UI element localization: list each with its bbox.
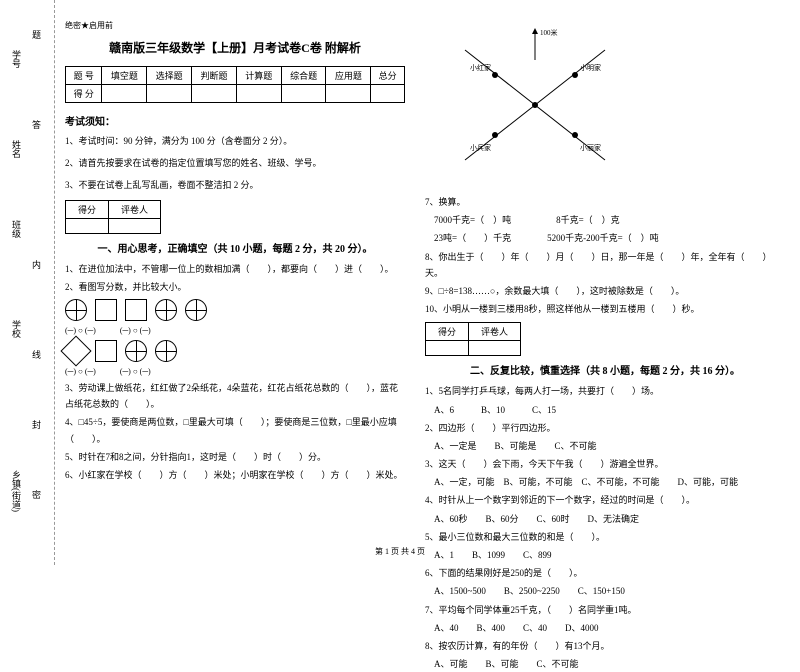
notice-head: 考试须知： [65, 113, 405, 128]
cell [281, 85, 326, 103]
cell [102, 85, 147, 103]
cell: 评卷人 [109, 200, 161, 218]
comparison-row: (─) ○ (─) (─) ○ (─) [65, 366, 405, 377]
cell: 总分 [371, 67, 405, 85]
location-diagram: 100米 小红家 小明家 小兵家 小丽家 [425, 20, 645, 180]
question: 8、你出生于（ ）年（ ）月（ ）日，那一年是（ ）年，全年有（ ）天。 [425, 249, 785, 281]
margin-label-town: 乡镇(街道) [10, 470, 23, 512]
circle-icon [155, 340, 177, 362]
cell [109, 218, 161, 233]
notice-item: 1、考试时间：90 分钟，满分为 100 分（含卷面分 2 分）。 [65, 133, 405, 149]
shapes-row-2 [65, 340, 405, 362]
circle-icon [185, 299, 207, 321]
margin-label-name: 姓名 [10, 140, 23, 158]
cell: 综合题 [281, 67, 326, 85]
margin-marker: 答 [30, 120, 43, 129]
cell: 计算题 [236, 67, 281, 85]
question: 3、这天（ ）会下雨，今天下午我（ ）游遍全世界。 [425, 456, 785, 472]
diagram-label: 小丽家 [580, 143, 601, 152]
options: A、6 B、10 C、15 [425, 402, 785, 418]
question: 6、小红家在学校（ ）方（ ）米处；小明家在学校（ ）方（ ）米处。 [65, 467, 405, 483]
options: A、可能 B、可能 C、不可能 [425, 656, 785, 672]
exam-title: 赣南版三年级数学【上册】月考试卷C卷 附解析 [65, 39, 405, 56]
square-icon [95, 299, 117, 321]
cell [426, 341, 469, 356]
question: 7、换算。 [425, 194, 785, 210]
right-column: 100米 小红家 小明家 小兵家 小丽家 7、换算。 7000千克=（ ）吨 8… [415, 0, 795, 565]
question: 1、5名同学打乒乓球，每两人打一场，共要打（ ）场。 [425, 383, 785, 399]
question: 6、下面的结果刚好是250的是（ ）。 [425, 565, 785, 581]
circle-icon [125, 340, 147, 362]
margin-label-class: 班级 [10, 220, 23, 238]
square-icon [95, 340, 117, 362]
margin-marker: 密 [30, 490, 43, 499]
circle-icon [155, 299, 177, 321]
diagram-label: 小红家 [470, 63, 491, 72]
left-column: 绝密★启用前 赣南版三年级数学【上册】月考试卷C卷 附解析 题 号 填空题 选择… [55, 0, 415, 565]
cell [326, 85, 371, 103]
cell: 得分 [426, 323, 469, 341]
diagram-label: 小明家 [580, 63, 601, 72]
question: 9、□÷8=138……○，余数最大填（ ），这时被除数是（ ）。 [425, 283, 785, 299]
score-summary-table: 题 号 填空题 选择题 判断题 计算题 综合题 应用题 总分 得 分 [65, 66, 405, 103]
question: 4、□45÷5，要使商是两位数，□里最大可填（ ）；要使商是三位数，□里最小应填… [65, 414, 405, 446]
margin-marker: 线 [30, 350, 43, 359]
section1-title: 一、用心思考，正确填空（共 10 小题，每题 2 分，共 20 分）。 [65, 240, 405, 255]
comparison-row: (─) ○ (─) (─) ○ (─) [65, 325, 405, 336]
question: 2、四边形（ ）平行四边形。 [425, 420, 785, 436]
circle-icon [65, 299, 87, 321]
question: 10、小明从一楼到三楼用8秒，照这样他从一楼到五楼用（ ）秒。 [425, 301, 785, 317]
diagram-label: 小兵家 [470, 143, 491, 152]
confidential-label: 绝密★启用前 [65, 20, 405, 31]
margin-marker: 封 [30, 420, 43, 429]
cell: 题 号 [66, 67, 102, 85]
options: A、1500~500 B、2500~2250 C、150+150 [425, 583, 785, 599]
cell: 判断题 [192, 67, 237, 85]
binding-margin: 题 学号 答 姓名 班级 内 学校 线 封 乡镇(街道) 密 [0, 0, 55, 565]
margin-label-id: 学号 [10, 50, 23, 68]
question: 8、按农历计算，有的年份（ ）有13个月。 [425, 638, 785, 654]
question-sub: 7000千克=（ ）吨 8千克=（ ）克 [425, 212, 785, 228]
cell [192, 85, 237, 103]
cell [469, 341, 521, 356]
question: 4、时针从上一个数字到邻近的下一个数字，经过的时间是（ ）。 [425, 492, 785, 508]
notice-item: 3、不要在试卷上乱写乱画，卷面不整洁扣 2 分。 [65, 177, 405, 193]
cell [147, 85, 192, 103]
cell [371, 85, 405, 103]
options: A、一定是 B、可能是 C、不可能 [425, 438, 785, 454]
question-sub: 23吨=（ ）千克 5200千克-200千克=（ ）吨 [425, 230, 785, 246]
square-icon [125, 299, 147, 321]
question: 5、时针在7和8之间，分针指向1，这时是（ ）时（ ）分。 [65, 449, 405, 465]
notice-item: 2、请首先按要求在试卷的指定位置填写您的姓名、班级、学号。 [65, 155, 405, 171]
options: A、60秒 B、60分 C、60时 D、无法确定 [425, 511, 785, 527]
table-row: 题 号 填空题 选择题 判断题 计算题 综合题 应用题 总分 [66, 67, 405, 85]
cell: 填空题 [102, 67, 147, 85]
cell [236, 85, 281, 103]
options: A、40 B、400 C、40 D、4000 [425, 620, 785, 636]
question: 7、平均每个同学体重25千克，（ ）名同学重1吨。 [425, 602, 785, 618]
margin-marker: 题 [30, 30, 43, 39]
question: 2、看图写分数，并比较大小。 [65, 279, 405, 295]
cell: 评卷人 [469, 323, 521, 341]
margin-marker: 内 [30, 260, 43, 269]
cell: 得分 [66, 200, 109, 218]
cell [66, 218, 109, 233]
page-footer: 第 1 页 共 4 页 [0, 546, 800, 557]
section2-title: 二、反复比较，慎重选择（共 8 小题，每题 2 分，共 16 分）。 [425, 362, 785, 377]
shapes-row-1 [65, 299, 405, 321]
section-scorebox: 得分评卷人 [425, 322, 521, 356]
cell: 应用题 [326, 67, 371, 85]
diamond-icon [60, 335, 91, 366]
question: 1、在进位加法中，不管哪一位上的数相加满（ ），都要向（ ）进（ ）。 [65, 261, 405, 277]
question: 3、劳动课上做纸花，红红做了2朵纸花，4朵蓝花，红花占纸花总数的（ ），蓝花占纸… [65, 380, 405, 412]
cell: 得 分 [66, 85, 102, 103]
question: 5、最小三位数和最大三位数的和是（ ）。 [425, 529, 785, 545]
exam-page: 题 学号 答 姓名 班级 内 学校 线 封 乡镇(街道) 密 绝密★启用前 赣南… [0, 0, 800, 565]
section-scorebox: 得分评卷人 [65, 200, 161, 234]
options: A、一定，可能 B、可能，不可能 C、不可能，不可能 D、可能，可能 [425, 474, 785, 490]
table-row: 得 分 [66, 85, 405, 103]
margin-label-school: 学校 [10, 320, 23, 338]
diagram-label: 100米 [540, 28, 558, 37]
cell: 选择题 [147, 67, 192, 85]
